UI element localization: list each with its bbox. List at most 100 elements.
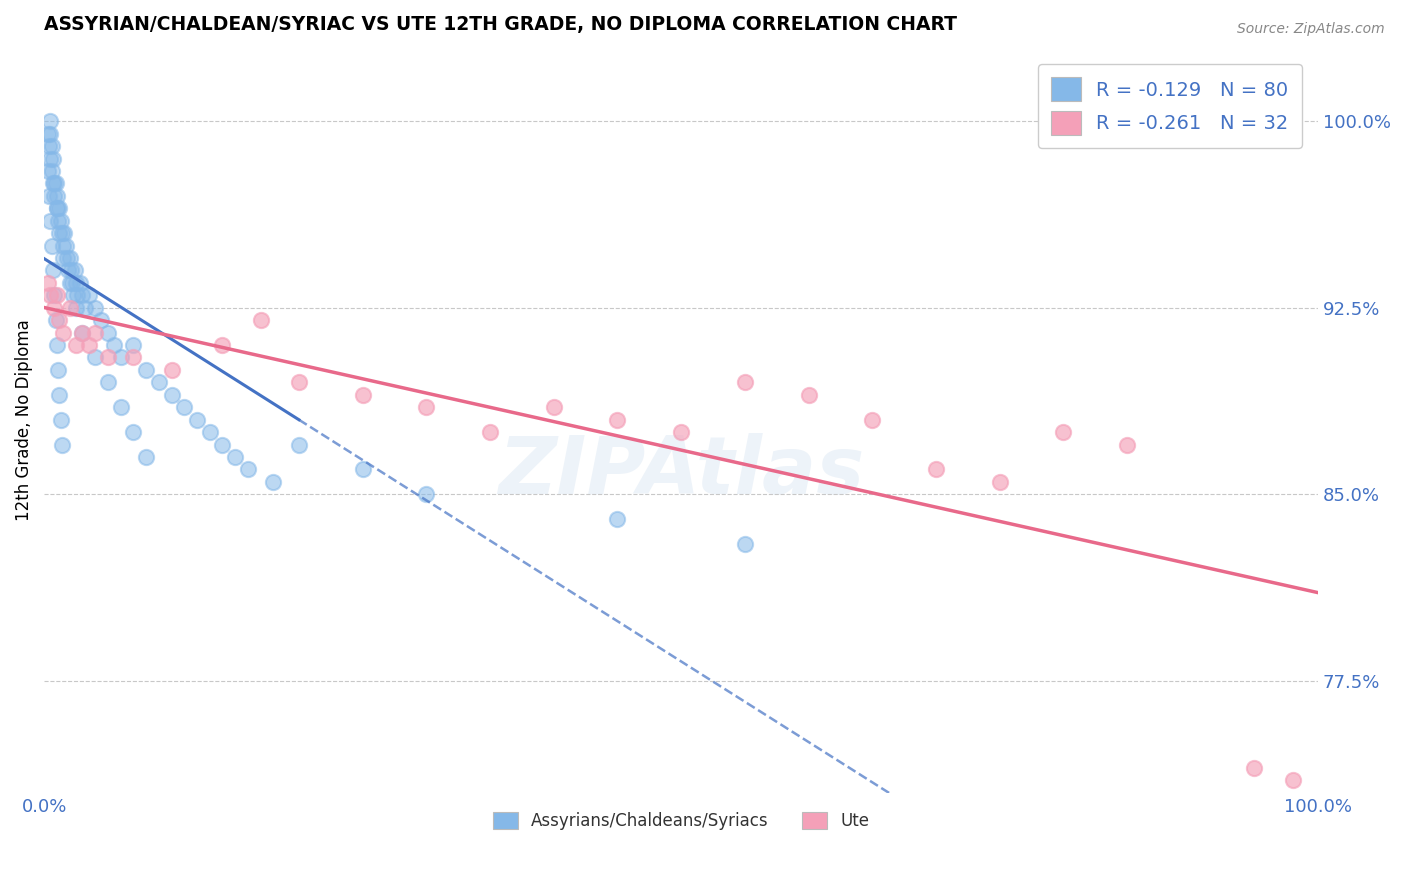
Point: [38, 189, 60, 203]
Point: [46, 363, 69, 377]
Point: [84, 301, 107, 315]
Point: [97, 351, 120, 365]
Point: [543, 401, 565, 415]
Point: [38, 139, 60, 153]
Point: [122, 425, 145, 439]
Text: ZIPAtlas: ZIPAtlas: [498, 433, 865, 511]
Point: [734, 537, 756, 551]
Point: [45, 202, 67, 216]
Point: [988, 475, 1011, 489]
Point: [56, 251, 79, 265]
Point: [84, 351, 107, 365]
Point: [45, 177, 67, 191]
Point: [39, 288, 62, 302]
Point: [39, 152, 62, 166]
Point: [41, 164, 63, 178]
Point: [39, 114, 62, 128]
Point: [48, 388, 70, 402]
Point: [734, 376, 756, 390]
Point: [77, 288, 100, 302]
Point: [415, 487, 437, 501]
Point: [65, 338, 87, 352]
Point: [103, 338, 125, 352]
Point: [72, 288, 94, 302]
Point: [39, 213, 62, 227]
Point: [51, 226, 73, 240]
Point: [42, 263, 65, 277]
Point: [58, 301, 80, 315]
Point: [52, 326, 75, 340]
Point: [37, 276, 59, 290]
Point: [63, 263, 86, 277]
Point: [65, 276, 87, 290]
Point: [45, 202, 67, 216]
Point: [55, 238, 77, 252]
Point: [173, 401, 195, 415]
Point: [211, 437, 233, 451]
Point: [236, 462, 259, 476]
Point: [52, 238, 75, 252]
Point: [198, 425, 221, 439]
Point: [72, 326, 94, 340]
Point: [288, 437, 311, 451]
Point: [479, 425, 502, 439]
Point: [41, 139, 63, 153]
Point: [49, 213, 72, 227]
Point: [97, 326, 120, 340]
Point: [72, 326, 94, 340]
Point: [51, 437, 73, 451]
Point: [42, 177, 65, 191]
Point: [606, 412, 628, 426]
Point: [37, 127, 59, 141]
Point: [52, 251, 75, 265]
Point: [59, 263, 82, 277]
Point: [46, 213, 69, 227]
Point: [925, 462, 948, 476]
Text: ASSYRIAN/CHALDEAN/SYRIAC VS UTE 12TH GRADE, NO DIPLOMA CORRELATION CHART: ASSYRIAN/CHALDEAN/SYRIAC VS UTE 12TH GRA…: [44, 15, 957, 34]
Point: [45, 338, 67, 352]
Point: [58, 276, 80, 290]
Point: [1243, 761, 1265, 775]
Point: [60, 276, 83, 290]
Point: [135, 363, 157, 377]
Point: [69, 276, 91, 290]
Point: [65, 301, 87, 315]
Point: [62, 288, 84, 302]
Point: [49, 412, 72, 426]
Point: [45, 313, 67, 327]
Legend: Assyrians/Chaldeans/Syriacs, Ute: Assyrians/Chaldeans/Syriacs, Ute: [486, 805, 876, 837]
Point: [135, 450, 157, 464]
Point: [415, 401, 437, 415]
Point: [606, 512, 628, 526]
Point: [44, 288, 66, 302]
Point: [37, 164, 59, 178]
Point: [48, 226, 70, 240]
Point: [148, 376, 170, 390]
Y-axis label: 12th Grade, No Diploma: 12th Grade, No Diploma: [15, 318, 32, 521]
Point: [48, 313, 70, 327]
Point: [110, 401, 132, 415]
Point: [1116, 437, 1139, 451]
Point: [41, 238, 63, 252]
Point: [58, 251, 80, 265]
Point: [48, 202, 70, 216]
Point: [45, 288, 67, 302]
Point: [160, 363, 183, 377]
Point: [122, 351, 145, 365]
Point: [45, 189, 67, 203]
Point: [42, 152, 65, 166]
Point: [224, 450, 246, 464]
Point: [1281, 773, 1303, 788]
Point: [249, 313, 271, 327]
Point: [44, 177, 66, 191]
Point: [352, 388, 374, 402]
Point: [84, 326, 107, 340]
Point: [186, 412, 208, 426]
Point: [160, 388, 183, 402]
Point: [39, 127, 62, 141]
Point: [1052, 425, 1074, 439]
Point: [90, 313, 112, 327]
Point: [669, 425, 692, 439]
Point: [288, 376, 311, 390]
Point: [77, 338, 100, 352]
